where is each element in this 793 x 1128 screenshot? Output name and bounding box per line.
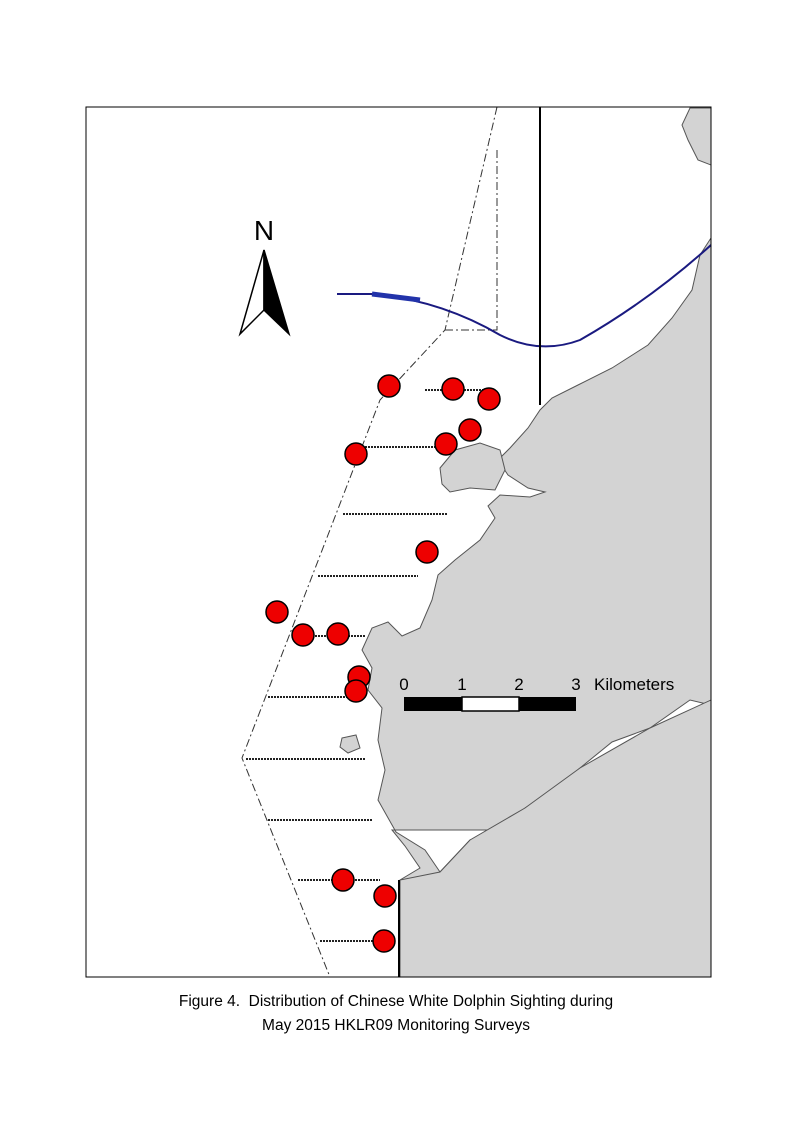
sighting <box>344 679 368 703</box>
scale-label: 0 <box>399 675 408 694</box>
land <box>361 237 711 977</box>
sighting <box>331 868 355 892</box>
island <box>681 107 711 166</box>
survey-boundary <box>241 107 498 977</box>
sighting <box>377 374 401 398</box>
scale-label: 2 <box>514 675 523 694</box>
sightings <box>265 374 501 953</box>
arrow-right <box>263 249 291 337</box>
scale-segment <box>519 697 576 711</box>
caption: Figure 4. Distribution of Chinese White … <box>179 993 613 1010</box>
map-frame <box>85 106 712 978</box>
scale-segment <box>404 697 462 711</box>
sighting <box>291 623 315 647</box>
scale-label: 1 <box>457 675 466 694</box>
sighting <box>477 387 501 411</box>
land <box>399 699 711 977</box>
sighting <box>265 600 289 624</box>
scale-unit: Kilometers <box>594 675 674 694</box>
sighting <box>344 442 368 466</box>
sighting <box>373 884 397 908</box>
bridge <box>371 291 421 303</box>
peninsula <box>439 442 506 493</box>
north-label: N <box>254 215 274 246</box>
sighting <box>441 377 465 401</box>
north-arrow: N <box>238 215 291 337</box>
map <box>241 107 711 977</box>
sighting <box>326 622 350 646</box>
island <box>339 734 361 754</box>
survey-boundary <box>445 150 498 331</box>
sighting <box>372 929 396 953</box>
scale-label: 3 <box>571 675 580 694</box>
sighting <box>434 432 458 456</box>
caption: May 2015 HKLR09 Monitoring Surveys <box>262 1017 530 1034</box>
scale-bar: 0 1 2 3 Kilometers <box>399 675 674 712</box>
sighting <box>415 540 439 564</box>
sighting <box>458 418 482 442</box>
scale-segment <box>461 696 520 712</box>
